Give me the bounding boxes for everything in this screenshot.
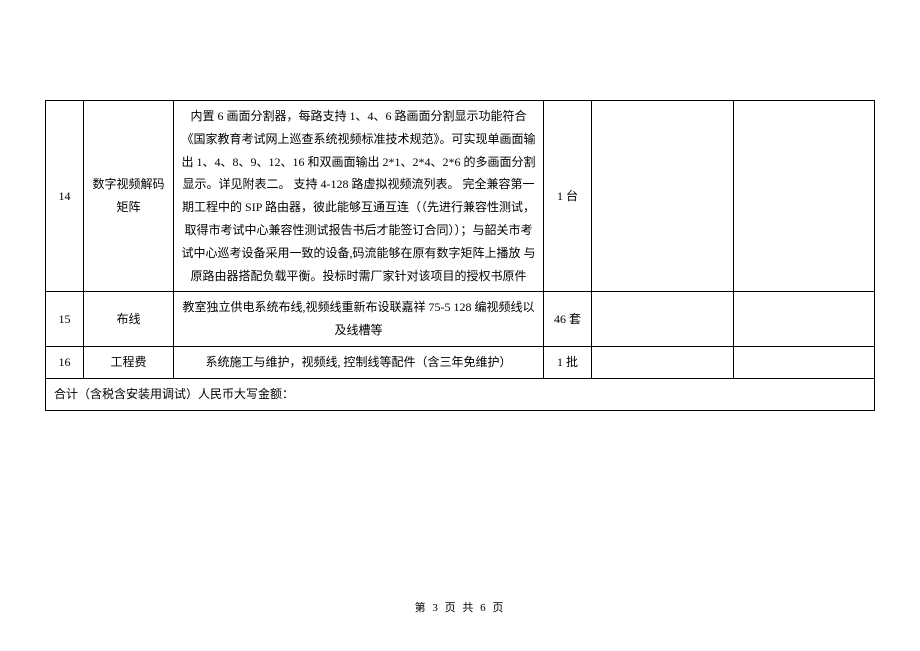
cell-qty: 1 台 bbox=[544, 101, 592, 292]
cell-empty bbox=[592, 346, 734, 378]
cell-empty bbox=[733, 346, 875, 378]
cell-name: 布线 bbox=[84, 292, 174, 347]
cell-empty bbox=[733, 101, 875, 292]
cell-index: 14 bbox=[46, 101, 84, 292]
cell-qty: 1 批 bbox=[544, 346, 592, 378]
cell-qty: 46 套 bbox=[544, 292, 592, 347]
summary-row: 合计（含税含安装用调试）人民币大写金额： bbox=[46, 378, 875, 410]
summary-cell: 合计（含税含安装用调试）人民币大写金额： bbox=[46, 378, 875, 410]
cell-desc: 内置 6 画面分割器，每路支持 1、4、6 路画面分割显示功能符合《国家教育考试… bbox=[174, 101, 544, 292]
cell-empty bbox=[592, 101, 734, 292]
cell-desc: 系统施工与维护，视频线, 控制线等配件（含三年免维护） bbox=[174, 346, 544, 378]
cell-desc: 教室独立供电系统布线,视频线重新布设联嘉祥 75-5 128 编视频线以及线槽等 bbox=[174, 292, 544, 347]
table-row: 14 数字视频解码矩阵 内置 6 画面分割器，每路支持 1、4、6 路画面分割显… bbox=[46, 101, 875, 292]
table-row: 15 布线 教室独立供电系统布线,视频线重新布设联嘉祥 75-5 128 编视频… bbox=[46, 292, 875, 347]
cell-empty bbox=[592, 292, 734, 347]
cell-name: 工程费 bbox=[84, 346, 174, 378]
data-table: 14 数字视频解码矩阵 内置 6 画面分割器，每路支持 1、4、6 路画面分割显… bbox=[45, 100, 875, 411]
table-row: 16 工程费 系统施工与维护，视频线, 控制线等配件（含三年免维护） 1 批 bbox=[46, 346, 875, 378]
page-content: 14 数字视频解码矩阵 内置 6 画面分割器，每路支持 1、4、6 路画面分割显… bbox=[0, 0, 920, 411]
cell-index: 15 bbox=[46, 292, 84, 347]
cell-name: 数字视频解码矩阵 bbox=[84, 101, 174, 292]
cell-empty bbox=[733, 292, 875, 347]
page-footer: 第 3 页 共 6 页 bbox=[0, 599, 920, 615]
cell-index: 16 bbox=[46, 346, 84, 378]
